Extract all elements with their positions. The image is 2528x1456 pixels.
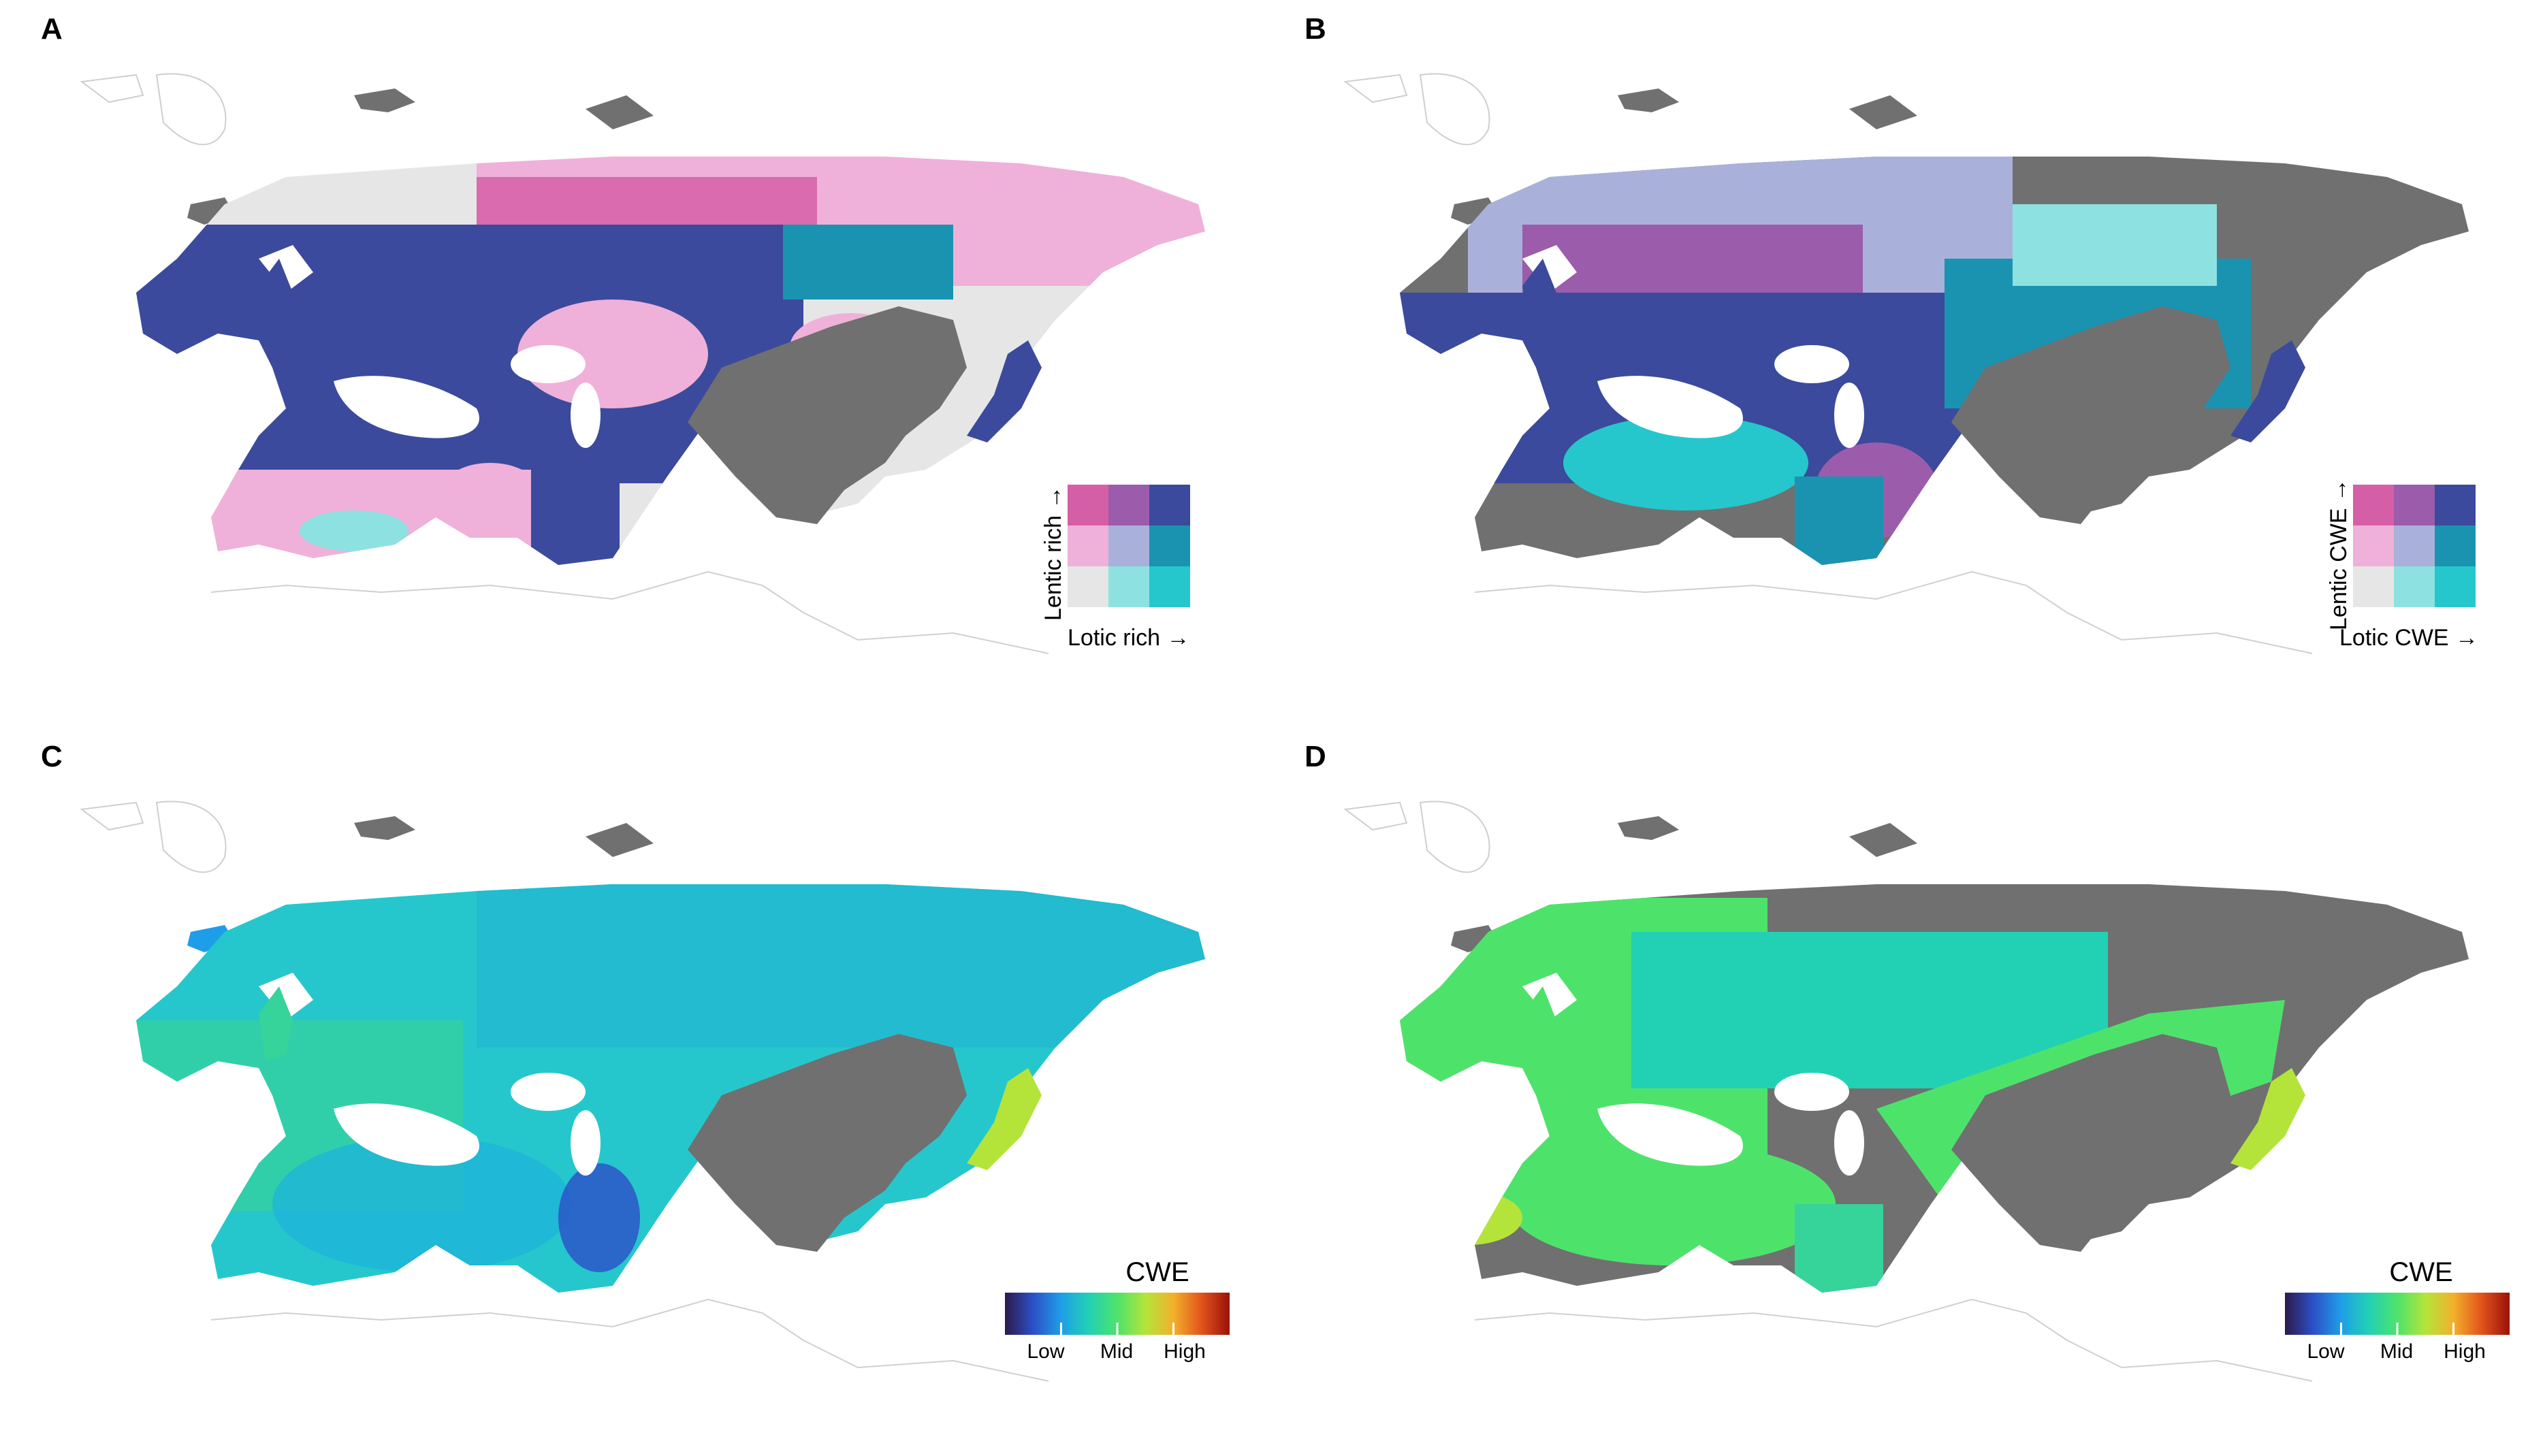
colorbar-tick-high: High — [2444, 1340, 2486, 1363]
colorbar-tick-mid: Mid — [2380, 1340, 2414, 1363]
legend-y-label: Lentic CWE → — [2326, 479, 2352, 630]
legend-x-label: Lotic CWE → — [2339, 625, 2479, 651]
panel-a: A Lentic rich → Lotic rich → — [0, 0, 1264, 728]
map-panel-a — [80, 73, 1205, 654]
panel-label: D — [1305, 740, 1326, 773]
legend-cell — [2353, 525, 2394, 566]
panel-label: B — [1305, 12, 1326, 46]
colorbar-tick-low: Low — [2307, 1340, 2345, 1363]
legend-cell — [1149, 525, 1190, 566]
legend-cell — [1149, 566, 1190, 607]
colorbar — [1005, 1293, 1230, 1335]
panel-b: B Lentic CWE → Lotic CWE → — [1264, 0, 2527, 728]
colorbar-title: CWE — [1125, 1257, 1189, 1287]
colorbar-tick-low: Low — [1027, 1340, 1065, 1363]
bivariate-legend — [1068, 485, 1190, 607]
map-panel-c — [80, 800, 1205, 1382]
panel-d: D CWE Low Mid High — [1264, 728, 2527, 1455]
legend-cell — [2394, 525, 2435, 566]
panel-label: A — [41, 12, 63, 46]
legend-cell — [1068, 566, 1108, 607]
legend-cell — [2353, 566, 2394, 607]
legend-cell — [2435, 566, 2476, 607]
legend-cell — [1108, 525, 1149, 566]
legend-cell — [1068, 485, 1108, 525]
legend-cell — [1108, 566, 1149, 607]
colorbar-title: CWE — [2389, 1257, 2453, 1287]
map-panel-d — [1343, 800, 2469, 1382]
legend-cell — [1149, 485, 1190, 525]
legend-y-label: Lentic rich → — [1040, 485, 1066, 621]
legend-cell — [1068, 525, 1108, 566]
legend-cell — [2394, 485, 2435, 525]
panel-c: C CWE Low Mid High — [0, 728, 1264, 1455]
legend-x-label: Lotic rich → — [1068, 625, 1190, 651]
legend-cell — [1108, 485, 1149, 525]
panel-label: C — [41, 740, 63, 773]
bivariate-legend — [2353, 485, 2476, 607]
legend-cell — [2353, 485, 2394, 525]
colorbar-tick-high: High — [1164, 1340, 1206, 1363]
map-panel-b — [1343, 73, 2469, 654]
colorbar-tick-mid: Mid — [1100, 1340, 1134, 1363]
legend-cell — [2435, 525, 2476, 566]
legend-cell — [2394, 566, 2435, 607]
colorbar — [2285, 1293, 2510, 1335]
legend-cell — [2435, 485, 2476, 525]
